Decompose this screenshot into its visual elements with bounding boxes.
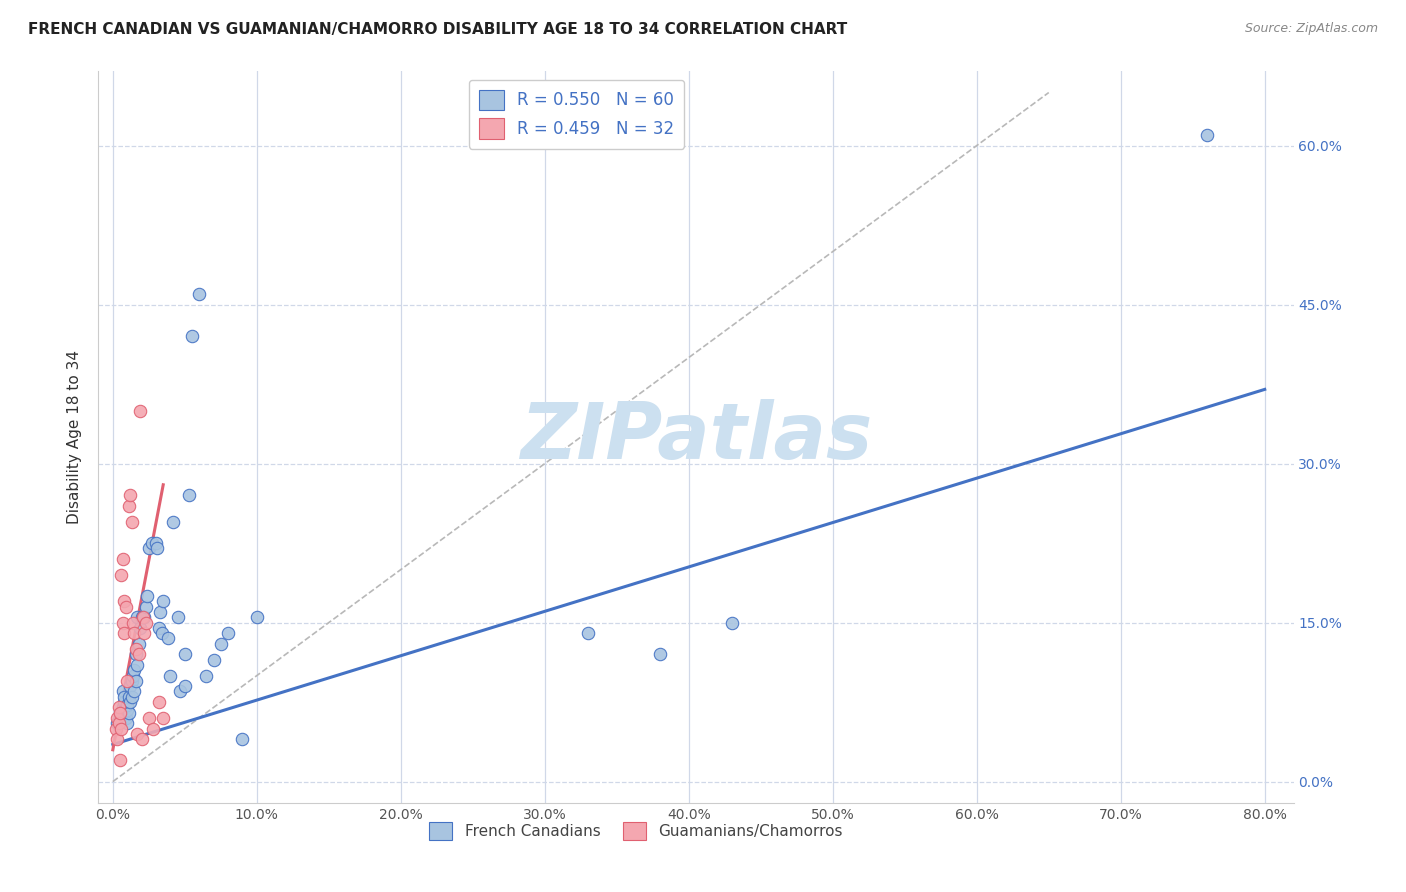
Point — [108, 753, 131, 767]
Point — [104, 722, 127, 736]
Point — [124, 663, 146, 677]
Point — [115, 673, 138, 688]
Point — [112, 626, 135, 640]
Text: FRENCH CANADIAN VS GUAMANIAN/CHAMORRO DISABILITY AGE 18 TO 34 CORRELATION CHART: FRENCH CANADIAN VS GUAMANIAN/CHAMORRO DI… — [28, 22, 848, 37]
Point — [148, 621, 170, 635]
Point — [125, 648, 148, 662]
Point — [127, 727, 149, 741]
Point — [173, 679, 195, 693]
Point — [127, 658, 149, 673]
Point — [209, 637, 232, 651]
Point — [148, 695, 170, 709]
Point — [118, 499, 141, 513]
Point — [576, 626, 599, 640]
Point — [149, 605, 172, 619]
Point — [146, 541, 169, 556]
Point — [159, 668, 181, 682]
Point — [105, 711, 128, 725]
Point — [145, 536, 167, 550]
Point — [115, 716, 138, 731]
Point — [141, 536, 163, 550]
Point — [188, 287, 211, 301]
Point — [124, 626, 146, 640]
Point — [122, 668, 145, 682]
Point — [114, 599, 136, 614]
Point — [120, 679, 142, 693]
Point — [111, 700, 134, 714]
Point — [120, 488, 142, 502]
Text: Source: ZipAtlas.com: Source: ZipAtlas.com — [1244, 22, 1378, 36]
Point — [162, 515, 184, 529]
Point — [231, 732, 253, 747]
Point — [136, 589, 159, 603]
Point — [121, 690, 143, 704]
Point — [195, 668, 218, 682]
Point — [1197, 128, 1219, 142]
Point — [125, 642, 148, 657]
Point — [181, 329, 204, 343]
Point — [648, 648, 671, 662]
Point — [150, 626, 173, 640]
Point — [121, 673, 143, 688]
Point — [721, 615, 744, 630]
Point — [152, 711, 174, 725]
Point — [202, 653, 225, 667]
Y-axis label: Disability Age 18 to 34: Disability Age 18 to 34 — [67, 350, 83, 524]
Point — [152, 594, 174, 608]
Point — [169, 684, 191, 698]
Point — [111, 684, 134, 698]
Point — [107, 700, 129, 714]
Point — [118, 690, 141, 704]
Point — [110, 706, 132, 720]
Point — [127, 610, 149, 624]
Point — [156, 632, 179, 646]
Point — [111, 615, 134, 630]
Point — [115, 698, 138, 713]
Point — [125, 673, 148, 688]
Point — [128, 637, 150, 651]
Point — [142, 722, 165, 736]
Point — [110, 567, 132, 582]
Text: ZIPatlas: ZIPatlas — [520, 399, 872, 475]
Point — [134, 610, 156, 624]
Point — [118, 706, 141, 720]
Point — [107, 716, 129, 731]
Point — [114, 711, 136, 725]
Point — [138, 541, 160, 556]
Point — [166, 610, 188, 624]
Point — [110, 722, 132, 736]
Point — [131, 610, 153, 624]
Point — [131, 732, 153, 747]
Point — [135, 615, 157, 630]
Point — [105, 732, 128, 747]
Point — [115, 702, 138, 716]
Point — [121, 515, 143, 529]
Point — [112, 594, 135, 608]
Point — [179, 488, 201, 502]
Point — [138, 711, 160, 725]
Point — [128, 648, 150, 662]
Point — [129, 403, 152, 417]
Point — [114, 700, 136, 714]
Point — [132, 610, 155, 624]
Point — [134, 626, 156, 640]
Point — [173, 648, 195, 662]
Point — [124, 684, 146, 698]
Point — [108, 706, 131, 720]
Point — [129, 621, 152, 635]
Point — [112, 690, 135, 704]
Point — [132, 610, 155, 624]
Point — [112, 695, 135, 709]
Point — [108, 711, 131, 725]
Legend: French Canadians, Guamanians/Chamorros: French Canadians, Guamanians/Chamorros — [423, 815, 849, 847]
Point — [120, 695, 142, 709]
Point — [111, 552, 134, 566]
Point — [105, 716, 128, 731]
Point — [122, 615, 145, 630]
Point — [246, 610, 269, 624]
Point — [217, 626, 239, 640]
Point — [135, 599, 157, 614]
